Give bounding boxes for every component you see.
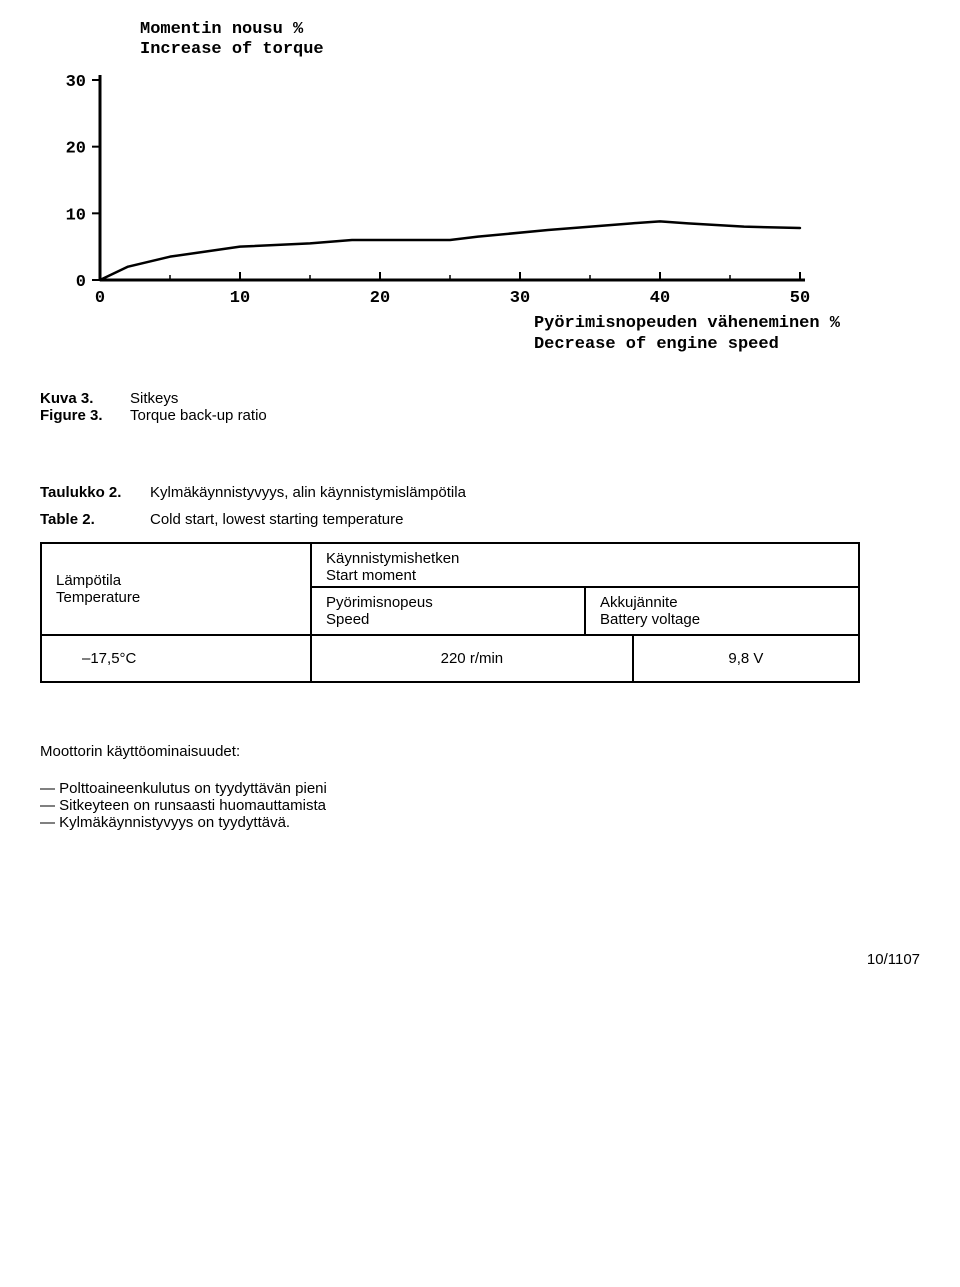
table-caption: Taulukko 2. Kylmäkäynnistyvyys, alin käy…: [40, 484, 920, 528]
svg-text:50: 50: [790, 289, 810, 308]
fig-key-en: Figure 3.: [40, 407, 130, 424]
col-startmoment-header: Käynnistymishetken Start moment Pyörimis…: [311, 543, 859, 635]
startmoment-en: Start moment: [326, 567, 844, 584]
startmoment-fi: Käynnistymishetken: [326, 550, 844, 567]
col-voltage-header: Akkujännite Battery voltage: [586, 586, 858, 634]
col-temp-fi: Lämpötila: [56, 572, 296, 589]
svg-text:10: 10: [66, 206, 86, 225]
fig-key-fi: Kuva 3.: [40, 390, 130, 407]
x-axis-title-en: Decrease of engine speed: [534, 335, 840, 355]
tab-key-fi: Taulukko 2.: [40, 484, 150, 501]
col-speed-header: Pyörimisnopeus Speed: [312, 586, 586, 634]
speed-fi: Pyörimisnopeus: [326, 594, 570, 611]
svg-text:40: 40: [650, 289, 670, 308]
properties-heading: Moottorin käyttöominaisuudet:: [40, 743, 920, 760]
tab-key-en: Table 2.: [40, 511, 150, 528]
speed-en: Speed: [326, 611, 570, 628]
svg-text:0: 0: [95, 289, 105, 308]
voltage-en: Battery voltage: [600, 611, 844, 628]
svg-text:20: 20: [66, 140, 86, 159]
svg-text:10: 10: [230, 289, 250, 308]
voltage-fi: Akkujännite: [600, 594, 844, 611]
table-row: –17,5°C 220 r/min 9,8 V: [41, 635, 859, 682]
chart-svg: 0 10 20 30 0 10 20 30 40 50: [40, 30, 840, 310]
cold-start-table: Lämpötila Temperature Käynnistymishetken…: [40, 542, 860, 683]
x-axis-title-fi: Pyörimisnopeuden väheneminen %: [534, 314, 840, 334]
cell-temp: –17,5°C: [41, 635, 311, 682]
fig-val-fi: Sitkeys: [130, 390, 178, 407]
svg-text:30: 30: [66, 73, 86, 92]
y-axis-title-en: Increase of torque: [140, 40, 324, 60]
list-item: Polttoaineenkulutus on tyydyttävän pieni: [40, 780, 920, 797]
figure-caption: Kuva 3. Sitkeys Figure 3. Torque back-up…: [40, 390, 920, 424]
y-axis-title-fi: Momentin nousu %: [140, 20, 324, 40]
tab-val-fi: Kylmäkäynnistyvyys, alin käynnistymisläm…: [150, 484, 466, 501]
x-axis-title: Pyörimisnopeuden väheneminen % Decrease …: [534, 314, 840, 355]
fig-val-en: Torque back-up ratio: [130, 407, 267, 424]
properties-list: Polttoaineenkulutus on tyydyttävän pieni…: [40, 780, 920, 831]
col-temp-en: Temperature: [56, 589, 296, 606]
svg-text:20: 20: [370, 289, 390, 308]
tab-val-en: Cold start, lowest starting temperature: [150, 511, 403, 528]
list-item: Sitkeyteen on runsaasti huomauttamista: [40, 797, 920, 814]
svg-text:0: 0: [76, 273, 86, 292]
torque-chart: Momentin nousu % Increase of torque 0102…: [40, 30, 840, 310]
col-temperature-header: Lämpötila Temperature: [41, 543, 311, 635]
svg-text:30: 30: [510, 289, 530, 308]
list-item: Kylmäkäynnistyvyys on tyydyttävä.: [40, 814, 920, 831]
y-axis-title: Momentin nousu % Increase of torque: [140, 20, 324, 61]
page-number: 10/1107: [40, 951, 920, 968]
cell-voltage: 9,8 V: [633, 635, 859, 682]
cell-speed: 220 r/min: [311, 635, 633, 682]
